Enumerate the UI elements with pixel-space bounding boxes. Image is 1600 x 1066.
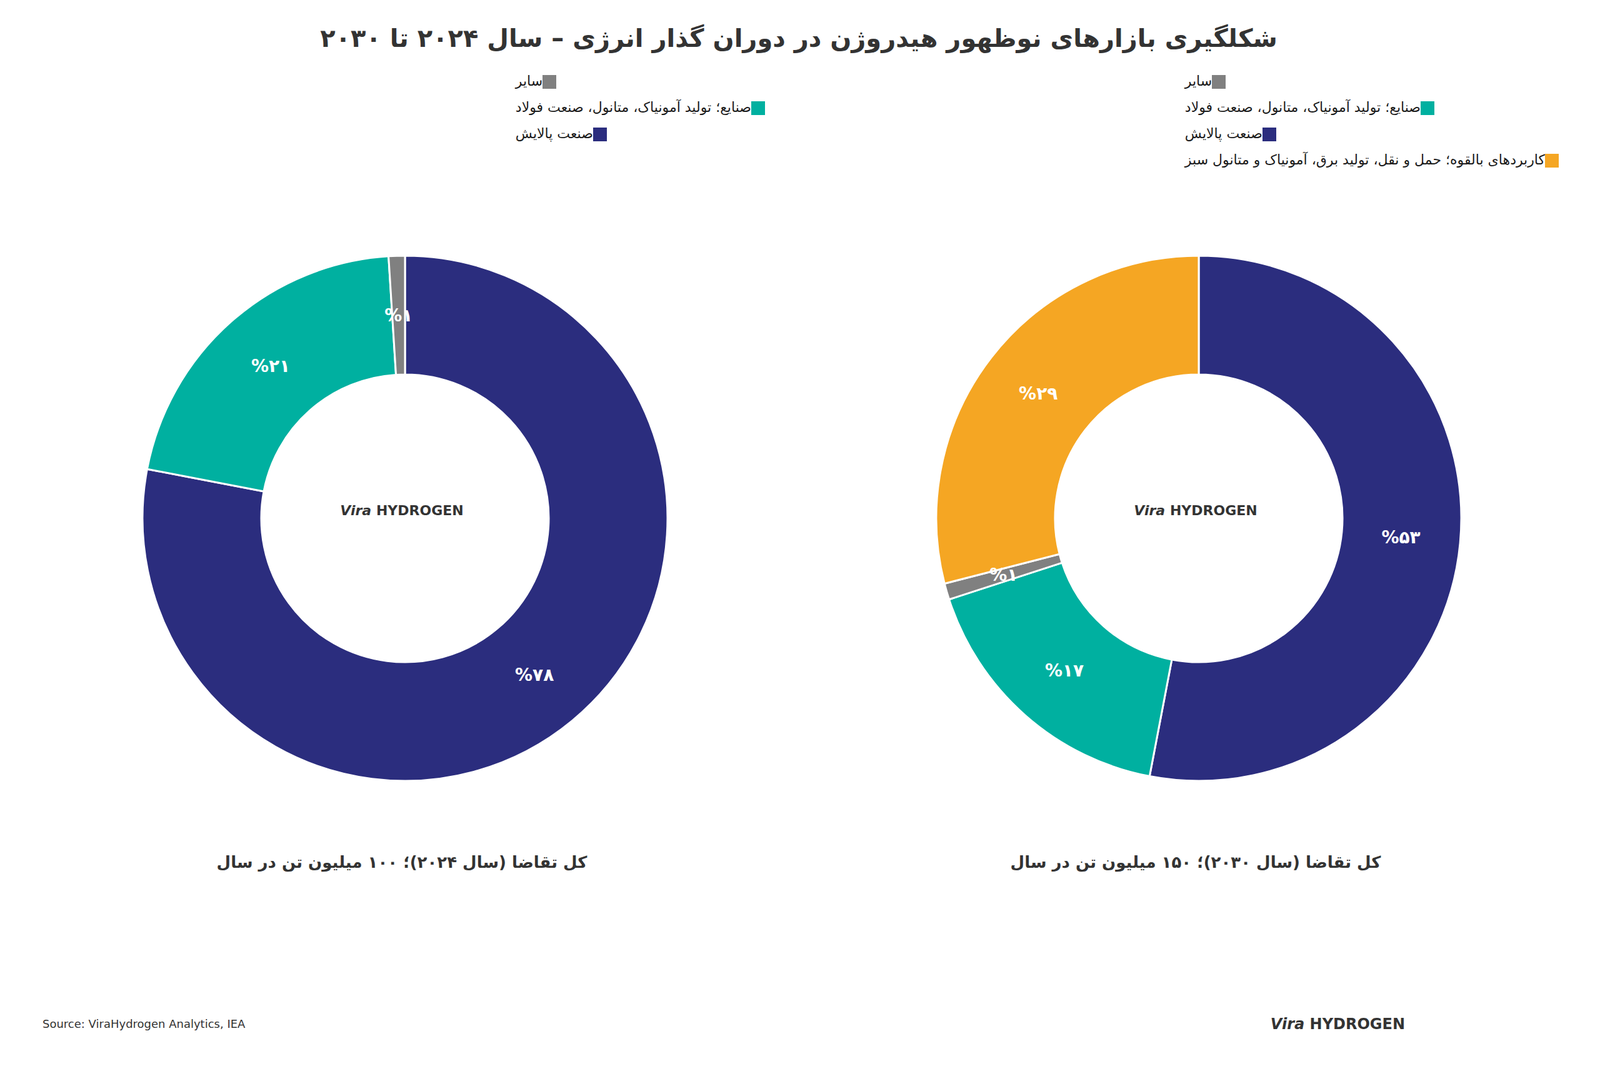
html-text:صنعت پالایش: صنعت پالایش (515, 125, 594, 142)
html-text:Vira HYDROGEN: Vira HYDROGEN (1270, 1015, 1405, 1033)
html-text:Vira HYDROGEN: Vira HYDROGEN (340, 502, 464, 519)
svg-text:%۱: %۱ (989, 564, 1018, 585)
svg-text:%۷۸: %۷۸ (515, 664, 554, 685)
html-text:شکلگیری بازار‌های نوظهور هیدرو: شکلگیری بازار‌های نوظهور هیدروژن در دورا… (320, 23, 1278, 53)
html-text:سایر: سایر (1184, 73, 1213, 89)
html-text:کاربردهای بالقوه؛ حمل و نقل، ت: کاربردهای بالقوه؛ حمل و نقل، تولید برق، … (1184, 151, 1545, 168)
html-text:صنایع؛ تولید آمونیاک، متانول،: صنایع؛ تولید آمونیاک، متانول، صنعت فولاد (1184, 99, 1421, 115)
html-text:Vira HYDROGEN: Vira HYDROGEN (1133, 502, 1258, 519)
html-text:کل تقاضا (سال ۲۰۳۰)؛ ۱۵۰ میلیو: کل تقاضا (سال ۲۰۳۰)؛ ۱۵۰ میلیون تن در سا… (1010, 852, 1381, 872)
html-text:صنایع؛ تولید آمونیاک، متانول،: صنایع؛ تولید آمونیاک، متانول، صنعت فولاد (515, 99, 752, 115)
svg-text:%۲۹: %۲۹ (1018, 383, 1058, 404)
svg-text:%۵۳: %۵۳ (1381, 526, 1420, 548)
html-text:صنعت پالایش: صنعت پالایش (1184, 125, 1263, 142)
svg-text:%۱۷: %۱۷ (1045, 660, 1084, 681)
html-text:Source: ViraHydrogen Analytics: Source: ViraHydrogen Analytics, IEA (42, 1016, 246, 1030)
svg-text:%۲۱: %۲۱ (251, 355, 290, 377)
html-text:کل تقاضا (سال ۲۰۲۴)؛ ۱۰۰ میلیو: کل تقاضا (سال ۲۰۲۴)؛ ۱۰۰ میلیون تن در سا… (216, 852, 588, 872)
html-text:سایر: سایر (515, 73, 543, 89)
svg-text:%۱: %۱ (384, 305, 413, 326)
